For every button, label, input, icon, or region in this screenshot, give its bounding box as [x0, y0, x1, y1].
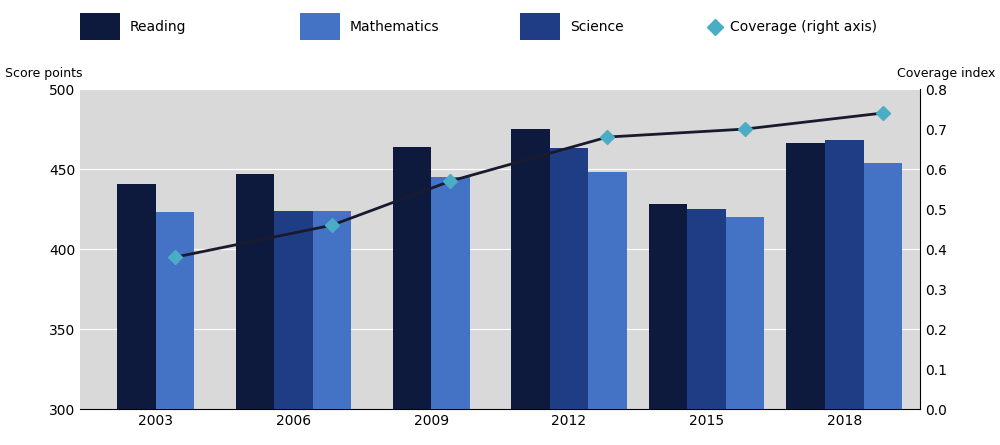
Bar	[236, 174, 274, 445]
Bar	[649, 204, 687, 445]
Text: Coverage index: Coverage index	[897, 67, 995, 80]
Bar	[117, 183, 156, 445]
Text: Reading: Reading	[130, 20, 186, 34]
Bar	[274, 211, 313, 445]
Bar	[550, 148, 588, 445]
Bar	[864, 163, 902, 445]
Bar	[520, 13, 560, 40]
Bar	[511, 129, 550, 445]
Bar	[393, 147, 431, 445]
Text: Mathematics: Mathematics	[350, 20, 440, 34]
Text: Score points: Score points	[5, 67, 82, 80]
Bar	[313, 211, 351, 445]
Bar	[588, 172, 627, 445]
Bar	[786, 143, 825, 445]
Bar	[80, 13, 120, 40]
Bar	[300, 13, 340, 40]
Text: Coverage (right axis): Coverage (right axis)	[730, 20, 877, 34]
Bar	[726, 217, 764, 445]
Bar	[825, 140, 864, 445]
Bar	[687, 209, 726, 445]
Bar	[156, 212, 194, 445]
Bar	[431, 177, 470, 445]
Text: Science: Science	[570, 20, 624, 34]
